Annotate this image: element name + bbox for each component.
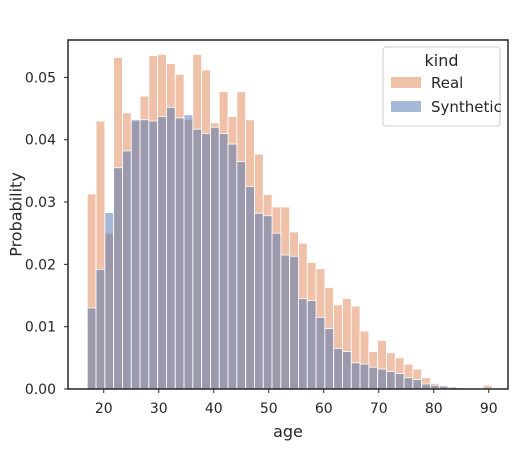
bar-synthetic-37: [412, 379, 423, 390]
legend-title: kind: [424, 51, 458, 70]
x-tick-label: 60: [315, 401, 333, 417]
bar-synthetic-36: [403, 377, 414, 390]
bar-synthetic-28: [333, 348, 343, 390]
bar-synthetic-8: [157, 116, 167, 390]
plot-frame: [67, 39, 509, 390]
bar-synthetic-2: [104, 212, 115, 390]
bar-synthetic-19: [254, 212, 264, 390]
legend-label-real: Real: [431, 74, 463, 92]
bar-synthetic-17: [236, 161, 247, 390]
bar-synthetic-32: [368, 366, 379, 390]
x-axis-ticks: 20 30 40 50 60 70 80 90: [95, 389, 498, 417]
bar-synthetic-11: [183, 114, 194, 390]
bar-synthetic-26: [315, 316, 326, 390]
bar-synthetic-7: [148, 120, 159, 390]
bar-synthetic-20: [262, 215, 273, 390]
bar-synthetic-15: [218, 133, 229, 390]
bar-synthetic-23: [289, 255, 299, 390]
y-axis-label: Probability: [7, 172, 26, 257]
x-tick-label: 30: [150, 401, 168, 417]
bar-synthetic-25: [306, 300, 317, 390]
bar-synthetic-4: [122, 150, 132, 390]
bar-synthetic-18: [245, 186, 255, 390]
x-tick-label: 70: [370, 401, 388, 417]
bar-synthetic-12: [192, 128, 203, 390]
x-tick-label: 80: [425, 401, 443, 417]
bar-synthetic-33: [377, 368, 387, 390]
x-tick-label: 50: [260, 401, 278, 417]
bar-synthetic-5: [130, 119, 141, 390]
bar-synthetic-16: [227, 143, 238, 390]
bar-synthetic-27: [324, 328, 335, 390]
y-tick-label: 0.03: [25, 195, 56, 211]
legend-swatch-real: [391, 77, 421, 88]
bar-synthetic-30: [350, 362, 361, 390]
x-tick-label: 40: [205, 401, 223, 417]
legend: kind Real Synthetic: [382, 46, 502, 127]
bar-synthetic-34: [386, 371, 396, 390]
y-tick-label: 0.00: [25, 382, 56, 398]
bar-synthetic-1: [95, 268, 106, 390]
y-tick-label: 0.01: [25, 320, 56, 336]
bar-synthetic-9: [166, 106, 176, 390]
y-axis-ticks: 0.00 0.01 0.02 0.03 0.04 0.05: [25, 70, 68, 398]
bar-synthetic-6: [139, 119, 150, 390]
series-synthetic-bars: [86, 106, 467, 390]
y-tick-label: 0.02: [25, 257, 56, 273]
bar-synthetic-0: [86, 307, 97, 390]
x-axis-label: age: [273, 422, 303, 441]
bar-synthetic-10: [174, 117, 185, 390]
bar-synthetic-31: [359, 363, 370, 390]
bar-synthetic-3: [113, 167, 123, 390]
bar-synthetic-13: [201, 133, 211, 390]
bar-synthetic-22: [280, 254, 291, 390]
y-tick-label: 0.05: [25, 70, 56, 86]
x-tick-label: 90: [480, 401, 498, 417]
bar-synthetic-29: [342, 351, 352, 390]
y-tick-label: 0.04: [25, 133, 56, 149]
bar-synthetic-14: [210, 126, 220, 390]
legend-swatch-synthetic: [391, 101, 421, 112]
x-tick-label: 20: [95, 401, 113, 417]
bar-synthetic-21: [271, 232, 282, 390]
bar-synthetic-24: [298, 298, 308, 390]
bar-synthetic-35: [394, 373, 405, 390]
legend-label-synthetic: Synthetic: [431, 98, 502, 116]
